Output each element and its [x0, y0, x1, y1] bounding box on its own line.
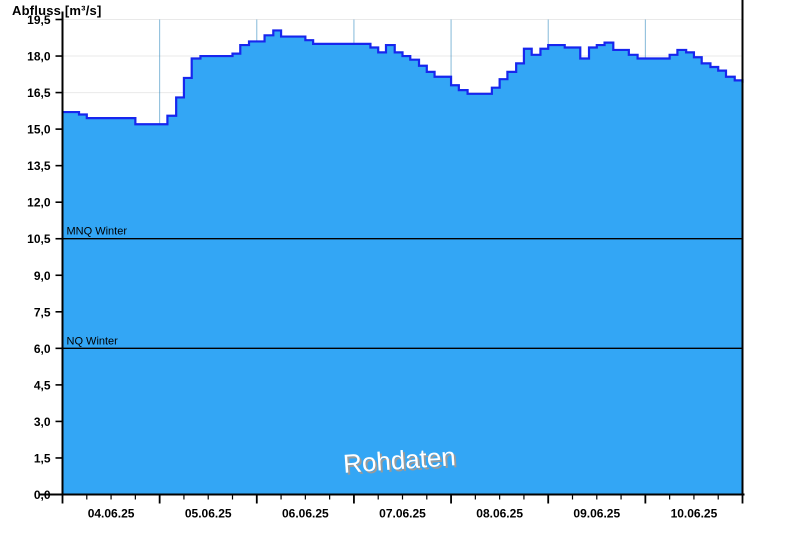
y-tick-label: 4,5 — [34, 378, 51, 392]
x-tick-label: 07.06.25 — [379, 507, 426, 521]
y-tick-label: 16,5 — [27, 86, 51, 100]
y-tick-label: 0,0 — [34, 488, 51, 502]
x-tick-label: 04.06.25 — [88, 507, 135, 521]
y-tick-labels-group: 0,0 1,5 3,0 4,5 6,0 7,5 9,0 10,5 12,0 13,5 15,0 16,… — [27, 13, 51, 502]
x-tick-label: 06.06.25 — [282, 507, 329, 521]
y-tick-label: 9,0 — [34, 269, 51, 283]
axis-group — [40, 0, 745, 504]
y-tick-label: 10,5 — [27, 232, 51, 246]
threshold-lines-group: MNQ Winter NQ Winter — [62, 226, 743, 350]
y-tick-label: 13,5 — [27, 159, 51, 173]
x-tick-label: 08.06.25 — [476, 507, 523, 521]
y-tick-label: 12,0 — [27, 196, 51, 210]
x-tick-label: 10.06.25 — [671, 507, 718, 521]
y-tick-label: 15,0 — [27, 123, 51, 137]
x-tick-label: 05.06.25 — [185, 507, 232, 521]
y-tick-label: 7,5 — [34, 305, 51, 319]
threshold-label-2: NQ Winter — [67, 335, 119, 347]
area-outline — [62, 29, 744, 126]
page-title: Abfluss [m³/s] — [12, 3, 102, 18]
y-tick-label: 19,5 — [27, 13, 51, 27]
x-tick-labels-group: 04.06.25 05.06.25 06.06.25 07.06.25 08.06.25… — [88, 507, 718, 521]
threshold-label-1: MNQ Winter — [67, 226, 128, 238]
y-tick-label: 1,5 — [34, 451, 51, 465]
area-series-group — [62, 29, 744, 495]
y-tick-label: 6,0 — [34, 342, 51, 356]
area-fill — [62, 30, 743, 495]
x-tick-label: 09.06.25 — [573, 507, 620, 521]
y-tick-label: 3,0 — [34, 415, 51, 429]
y-tick-label: 18,0 — [27, 50, 51, 64]
